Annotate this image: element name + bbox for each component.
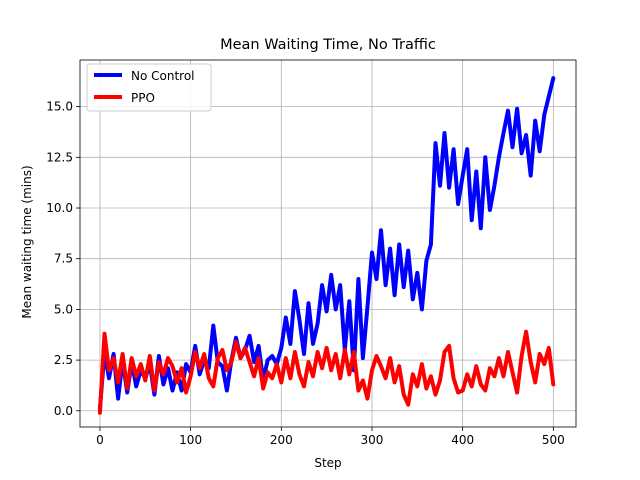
y-axis: 0.0 2.5 5.0 7.5 10.0 12.5 15.0: [46, 100, 80, 418]
x-tick-label: 300: [361, 433, 384, 447]
y-tick-label: 2.5: [54, 353, 73, 367]
chart-title: Mean Waiting Time, No Traffic: [220, 37, 436, 53]
legend-label-ppo: PPO: [131, 91, 155, 105]
x-tick-label: 100: [179, 433, 202, 447]
plot-frame: [79, 59, 577, 428]
y-tick-label: 0.0: [54, 404, 73, 418]
legend-label-no-control: No Control: [131, 69, 195, 83]
y-tick-label: 7.5: [54, 252, 73, 266]
y-axis-title: Mean waiting time (mins): [20, 165, 34, 318]
y-tick-label: 15.0: [46, 100, 73, 114]
series-line-1: [97, 329, 556, 415]
legend: No Control PPO: [86, 63, 212, 112]
x-tick-label: 500: [542, 433, 565, 447]
x-tick-label: 400: [451, 433, 474, 447]
x-tick-label: 200: [270, 433, 293, 447]
x-axis: 0 100 200 300 400 500: [96, 427, 565, 447]
grid: [80, 60, 576, 427]
x-axis-title: Step: [314, 456, 341, 470]
y-tick-label: 5.0: [54, 302, 73, 316]
y-tick-label: 10.0: [46, 201, 73, 215]
y-tick-label: 12.5: [46, 150, 73, 164]
series-layer: [97, 76, 556, 415]
x-tick-label: 0: [96, 433, 104, 447]
